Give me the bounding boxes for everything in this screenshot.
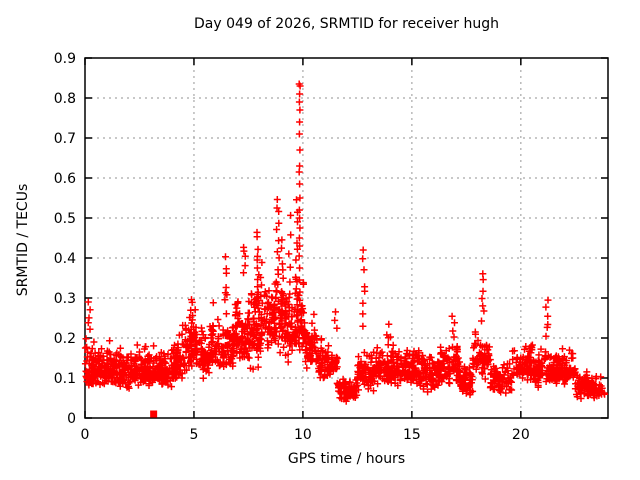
y-tick-label: 0.6 bbox=[54, 171, 76, 187]
y-tick-label: 0.4 bbox=[54, 251, 76, 267]
y-tick-label: 0 bbox=[67, 411, 76, 427]
y-tick-label: 0.8 bbox=[54, 91, 76, 107]
x-tick-label: 15 bbox=[403, 427, 421, 443]
scatter-points bbox=[81, 80, 609, 405]
y-tick-label: 0.3 bbox=[54, 291, 76, 307]
y-tick-label: 0.5 bbox=[54, 211, 76, 227]
y-tick-label: 0.9 bbox=[54, 51, 76, 67]
y-tick-label: 0.1 bbox=[54, 371, 76, 387]
y-tick-label: 0.7 bbox=[54, 131, 76, 147]
x-tick-label: 10 bbox=[294, 427, 312, 443]
chart-title: Day 049 of 2026, SRMTID for receiver hug… bbox=[194, 16, 499, 32]
y-tick-label: 0.2 bbox=[54, 331, 76, 347]
x-tick-label: 20 bbox=[512, 427, 530, 443]
x-axis-label: GPS time / hours bbox=[287, 451, 406, 467]
event-square-marker bbox=[150, 410, 158, 418]
x-tick-label: 5 bbox=[189, 427, 198, 443]
x-tick-label: 0 bbox=[81, 427, 90, 443]
